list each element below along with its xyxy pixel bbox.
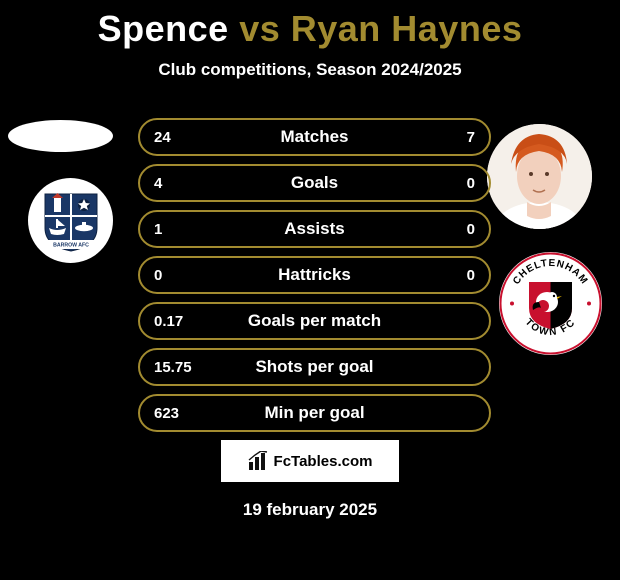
stat-label: Matches: [198, 127, 431, 147]
player1-avatar: [8, 120, 113, 152]
watermark-text: FcTables.com: [274, 453, 373, 470]
chart-bars-icon: [248, 451, 270, 471]
stat-right-value: 0: [431, 175, 475, 192]
stat-label: Goals: [198, 173, 431, 193]
fctables-watermark: FcTables.com: [221, 440, 399, 482]
stat-label: Goals per match: [198, 311, 431, 331]
stat-left-value: 0: [154, 267, 198, 284]
stat-left-value: 4: [154, 175, 198, 192]
stat-right-value: 0: [431, 267, 475, 284]
generated-date: 19 february 2025: [0, 500, 620, 520]
stat-right-value: 7: [431, 129, 475, 146]
club-left-badge: BARROW AFC: [28, 178, 113, 263]
stat-row: 4Goals0: [138, 164, 491, 202]
stat-left-value: 0.17: [154, 313, 198, 330]
stat-label: Shots per goal: [198, 357, 431, 377]
title-player2: Ryan Haynes: [291, 8, 523, 49]
stat-row: 0.17Goals per match: [138, 302, 491, 340]
stat-left-value: 24: [154, 129, 198, 146]
stat-label: Assists: [198, 219, 431, 239]
club-right-badge: CHELTENHAM TOWN FC: [499, 252, 602, 355]
svg-text:BARROW AFC: BARROW AFC: [53, 242, 89, 248]
comparison-card: Spence vs Ryan Haynes Club competitions,…: [0, 0, 620, 580]
title-vs: vs: [229, 8, 291, 49]
stat-row: 623Min per goal: [138, 394, 491, 432]
stats-list: 24Matches74Goals01Assists00Hattricks00.1…: [138, 118, 491, 440]
stat-row: 0Hattricks0: [138, 256, 491, 294]
subtitle: Club competitions, Season 2024/2025: [0, 60, 620, 80]
comparison-title: Spence vs Ryan Haynes: [0, 8, 620, 50]
stat-row: 1Assists0: [138, 210, 491, 248]
player2-avatar: [487, 124, 592, 229]
barrow-afc-crest-icon: BARROW AFC: [43, 190, 99, 252]
title-player1: Spence: [98, 8, 229, 49]
stat-left-value: 1: [154, 221, 198, 238]
stat-row: 15.75Shots per goal: [138, 348, 491, 386]
stat-left-value: 623: [154, 405, 198, 422]
stat-row: 24Matches7: [138, 118, 491, 156]
stat-left-value: 15.75: [154, 359, 198, 376]
cheltenham-town-fc-crest-icon: CHELTENHAM TOWN FC: [499, 252, 602, 355]
stat-label: Min per goal: [198, 403, 431, 423]
stat-label: Hattricks: [198, 265, 431, 285]
stat-right-value: 0: [431, 221, 475, 238]
player2-portrait-icon: [487, 124, 592, 229]
